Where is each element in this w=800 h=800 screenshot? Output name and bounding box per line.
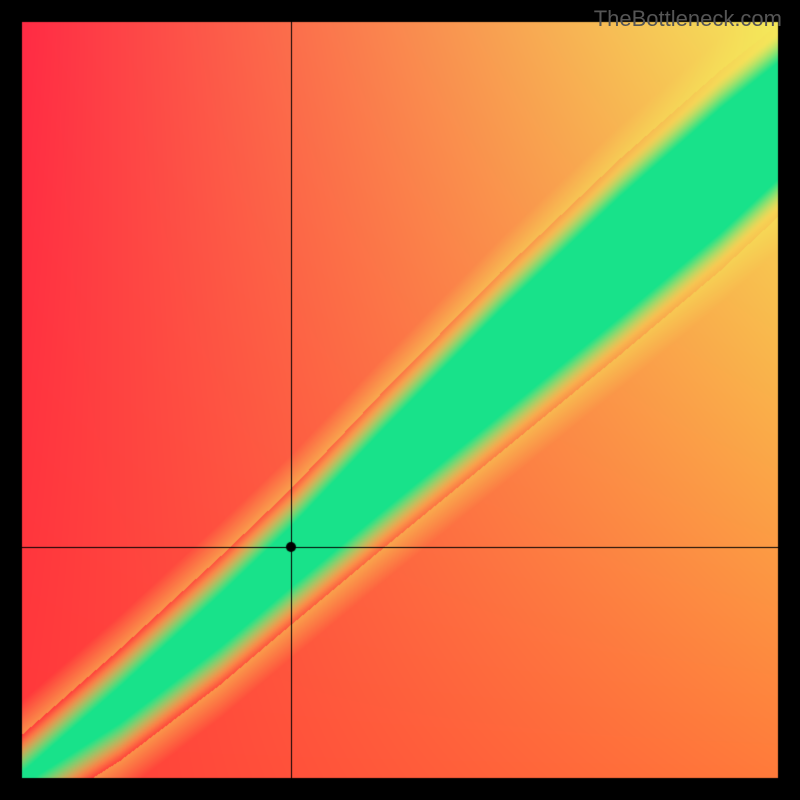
chart-container: TheBottleneck.com [0, 0, 800, 800]
bottleneck-heatmap-canvas [0, 0, 800, 800]
watermark-text: TheBottleneck.com [594, 6, 782, 32]
